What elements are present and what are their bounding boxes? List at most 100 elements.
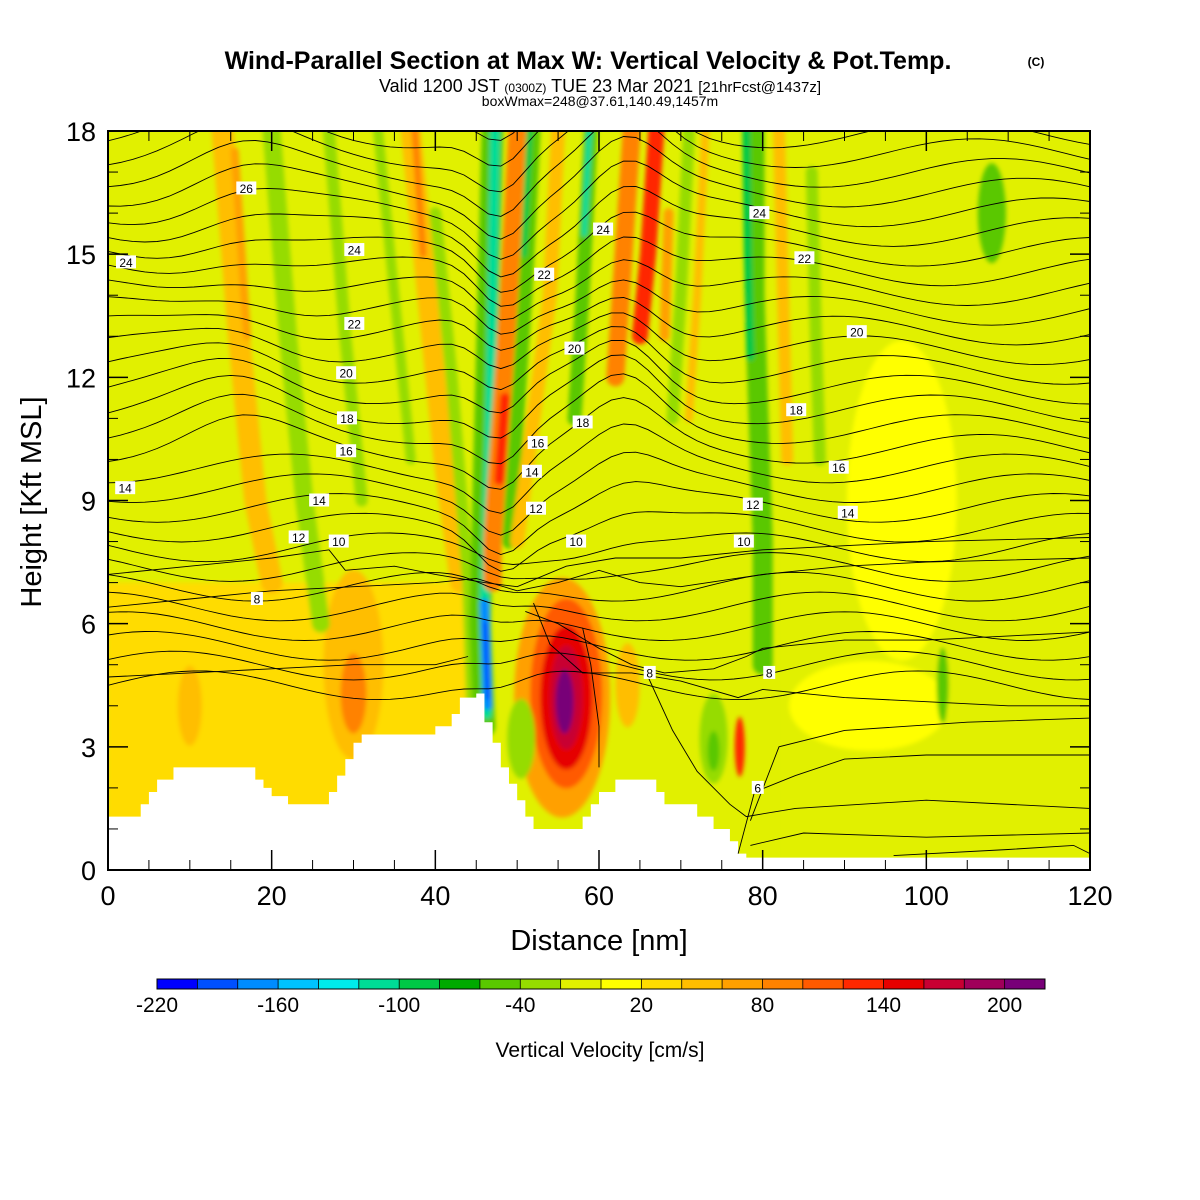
colorbar-tick-label: 140 [866, 994, 901, 1017]
field-patch [993, 183, 1006, 244]
downdraft-band [742, 131, 755, 361]
contour-label-box [751, 780, 764, 794]
contour-label-box [742, 497, 763, 511]
theta-contour [749, 717, 1090, 821]
contour-label: 14 [119, 482, 133, 496]
downdraft-band [373, 131, 416, 465]
colorbar-swatch [883, 979, 925, 989]
colorbar-swatch [439, 979, 481, 989]
y-tick-label: 3 [81, 733, 96, 763]
y-tick-label: 12 [66, 363, 96, 393]
contour-label-box [837, 505, 858, 519]
theta-contour [108, 397, 1090, 490]
downdraft-band [502, 131, 541, 549]
colorbar-swatch [762, 979, 804, 989]
theta-contour [108, 656, 469, 678]
theta-contour [108, 373, 1090, 465]
colorbar-tick-label: 80 [751, 994, 774, 1017]
contour-label-box [116, 255, 137, 269]
contour-label: 18 [790, 404, 804, 418]
theta-contour [108, 279, 1090, 335]
theta-contour [108, 611, 1090, 641]
contour-label: 10 [332, 535, 346, 549]
contour-label-box [521, 464, 542, 478]
contour-label: 20 [850, 326, 864, 340]
contour-label: 10 [569, 535, 583, 549]
contour-label: 18 [340, 412, 354, 426]
terrain-shape [108, 693, 1090, 870]
theta-contour [108, 259, 1090, 321]
x-tick-label: 40 [420, 881, 450, 911]
downdraft-band [262, 131, 330, 633]
contour-label-box [564, 341, 585, 355]
x-tick-label: 20 [257, 881, 287, 911]
y-tick-label: 15 [66, 240, 96, 270]
contour-label: 12 [292, 531, 306, 545]
contour-label: 20 [339, 367, 353, 381]
downdraft-core [483, 621, 490, 700]
contour-label: 8 [254, 593, 261, 607]
field-patch [789, 660, 950, 751]
contour-label: 8 [766, 666, 773, 680]
theta-contour [582, 627, 600, 768]
contour-label-box [344, 316, 365, 330]
theta-contour [108, 326, 1090, 391]
colorbar-swatch [399, 979, 440, 989]
axis-ticks: 0 20 40 60 80 100 120 0 3 6 9 12 15 18 [66, 117, 1113, 911]
theta-contour [108, 136, 1090, 240]
colorbar-tick-label: -220 [136, 994, 178, 1017]
theta-contour [108, 511, 1090, 572]
colorbar-swatch [641, 979, 683, 989]
contour-label: 22 [348, 317, 362, 331]
colorbar-swatch [318, 979, 360, 989]
y-tick-label: 9 [81, 487, 96, 517]
theta-contour [108, 670, 1090, 701]
theta-contour [737, 754, 1090, 854]
theta-contour [647, 676, 1090, 818]
contour-label-box [309, 493, 330, 507]
y-tick-label: 6 [81, 610, 96, 640]
theta-contour [893, 844, 1090, 857]
field-patch [108, 143, 189, 284]
colorbar-swatch [1004, 979, 1046, 989]
colorbar-title: Vertical Velocity [cm/s] [496, 1039, 705, 1062]
updraft-band [773, 131, 794, 466]
contour-label-box [527, 436, 548, 450]
theta-contour [108, 537, 1090, 588]
downdraft-band [520, 131, 533, 258]
theta-contour [108, 423, 1090, 514]
colorbar-swatch [197, 979, 239, 989]
contour-label-box [846, 325, 867, 339]
theta-contour [108, 631, 1090, 661]
colorbar-tick-label: -100 [378, 994, 420, 1017]
subtitle-date: TUE 23 Mar 2021 [551, 76, 693, 96]
x-tick-label: 0 [100, 881, 115, 911]
contour-label: 14 [312, 494, 326, 508]
updraft-region [615, 643, 640, 728]
colorbar-swatch [479, 979, 521, 989]
x-tick-label: 60 [584, 881, 614, 911]
theta-contour [108, 481, 1090, 555]
box-max-info: boxWmax=248@37.61,140.49,1457m [482, 93, 718, 109]
contour-label: 24 [348, 244, 362, 258]
contour-label: 20 [568, 342, 582, 356]
updraft-band [606, 131, 641, 387]
y-tick-label: 0 [81, 856, 96, 886]
colorbar-tick-label: 20 [630, 994, 653, 1017]
contour-label: 24 [753, 207, 767, 221]
field-patch [113, 671, 184, 782]
colorbar: -220 -160 -100 -40 20 80 140 200 [136, 978, 1046, 1017]
y-axis-title: Height [Kft MSL] [16, 396, 48, 607]
theta-contour [108, 339, 1090, 414]
theta-contour [108, 571, 1090, 602]
theta-contour [108, 312, 1090, 370]
contour-label-box [336, 444, 357, 458]
updraft-core [631, 131, 665, 345]
colorbar-swatch [843, 979, 884, 989]
contour-label: 14 [841, 506, 855, 520]
updraft-band [411, 131, 427, 258]
colorbar-tick-label: -160 [257, 994, 299, 1017]
downdraft-band [323, 131, 368, 507]
updraft-core [734, 716, 745, 777]
contour-label-box [566, 534, 587, 548]
